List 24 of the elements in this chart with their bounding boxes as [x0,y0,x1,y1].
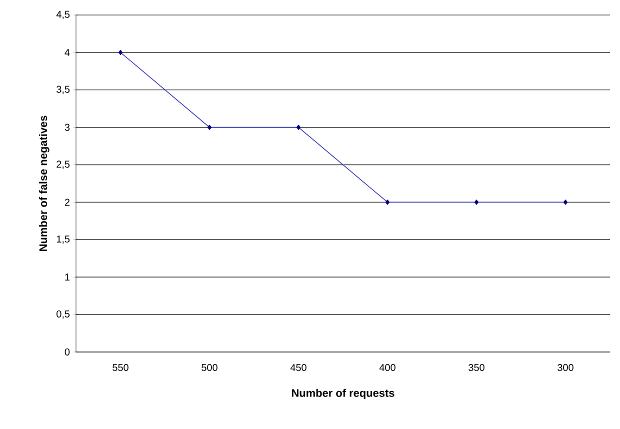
x-tick-label: 400 [379,364,396,372]
y-tick-label: 4,5 [56,10,70,20]
y-tick-label: 2 [64,198,70,206]
y-tick-label: 0,5 [56,310,70,319]
y-tick-label: 1 [65,274,70,281]
y-tick-label: 3,5 [56,86,70,94]
point [118,50,123,56]
point [207,124,212,130]
x-axis-title: Number of requests [292,388,394,400]
point [385,200,390,205]
x-tick-label: 500 [202,364,218,372]
y-axis-title: Number of false negatives [39,116,50,251]
x-tick-label: 550 [112,364,128,372]
point [474,200,479,205]
x-tick-label: 300 [558,364,574,372]
y-tick-label: 0 [64,348,70,356]
y-tick-label: 4 [64,49,70,56]
x-tick-label: 450 [290,364,306,372]
point [563,200,568,205]
x-tick-label: 350 [468,364,484,372]
point [296,124,301,130]
y-tick-label: 3 [64,124,70,131]
y-tick-label: 2,5 [56,160,70,169]
y-tick-label: 1,5 [56,236,70,244]
